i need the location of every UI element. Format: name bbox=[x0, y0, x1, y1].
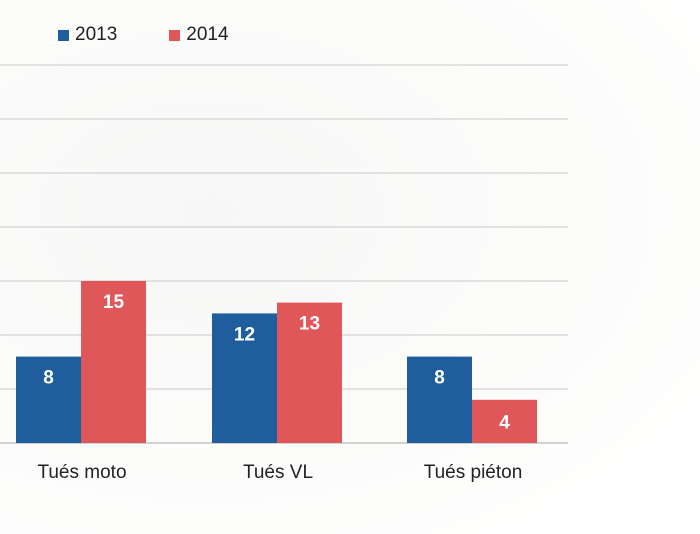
bar-2013-2 bbox=[407, 356, 472, 443]
bar-2013-0 bbox=[16, 356, 81, 443]
category-label-2: Tués piéton bbox=[424, 462, 523, 483]
data-label-2014-2: 4 bbox=[499, 412, 510, 433]
data-label-2014-0: 15 bbox=[103, 292, 125, 313]
category-labels: Tués moto Tués VL Tués piéton bbox=[37, 462, 522, 483]
bar-2014-0 bbox=[81, 281, 146, 443]
legend-label-2014: 2014 bbox=[186, 24, 229, 45]
legend-label-2013: 2013 bbox=[75, 24, 118, 45]
legend-item-2013: 2013 bbox=[58, 24, 117, 46]
data-label-2013-0: 8 bbox=[43, 368, 54, 389]
category-label-1: Tués VL bbox=[243, 462, 313, 483]
bar-2014-2 bbox=[472, 399, 537, 443]
bars bbox=[16, 281, 537, 443]
legend: 2013 2014 bbox=[58, 24, 281, 46]
category-label-0: Tués moto bbox=[37, 462, 126, 483]
data-label-2013-2: 8 bbox=[434, 368, 445, 389]
legend-swatch-2013 bbox=[58, 29, 69, 41]
legend-item-2014: 2014 bbox=[169, 24, 229, 46]
data-label-2014-1: 13 bbox=[299, 314, 320, 335]
data-label-2013-1: 12 bbox=[234, 324, 255, 345]
data-labels: 8 15 12 13 8 4 bbox=[43, 292, 510, 433]
bar-2013-1 bbox=[212, 313, 277, 443]
legend-swatch-2014 bbox=[169, 29, 181, 41]
bar-2014-1 bbox=[277, 302, 342, 443]
